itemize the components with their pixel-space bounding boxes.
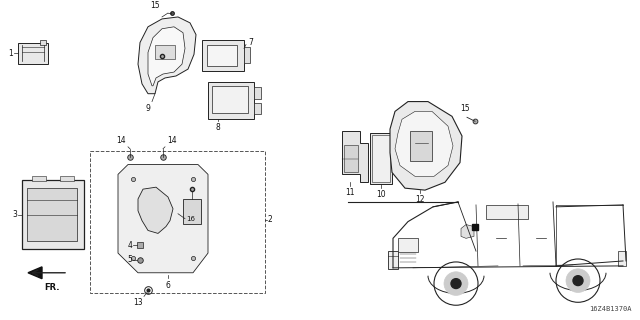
Bar: [370, 133, 392, 184]
Text: 6: 6: [166, 281, 170, 290]
Bar: [155, 44, 175, 59]
Polygon shape: [138, 187, 173, 233]
Text: 10: 10: [376, 190, 386, 199]
Circle shape: [566, 269, 590, 292]
Text: 12: 12: [415, 195, 425, 204]
Bar: [183, 199, 201, 224]
Bar: [388, 251, 398, 269]
Text: 13: 13: [133, 298, 143, 307]
Bar: [486, 205, 528, 219]
Polygon shape: [138, 17, 196, 94]
Polygon shape: [28, 267, 42, 279]
Bar: [60, 176, 74, 181]
Polygon shape: [390, 101, 462, 190]
Bar: [40, 40, 46, 45]
Bar: [207, 44, 237, 66]
Text: 7: 7: [248, 38, 253, 47]
FancyBboxPatch shape: [22, 180, 84, 249]
FancyBboxPatch shape: [202, 40, 244, 71]
FancyBboxPatch shape: [208, 82, 254, 119]
Bar: [254, 102, 261, 114]
Text: FR.: FR.: [44, 283, 60, 292]
Circle shape: [451, 279, 461, 289]
Bar: [212, 86, 248, 113]
Bar: [372, 135, 390, 182]
Bar: [90, 151, 265, 293]
FancyBboxPatch shape: [18, 43, 48, 64]
Text: 16: 16: [186, 216, 195, 222]
Bar: [254, 87, 261, 99]
Text: 5: 5: [127, 255, 132, 265]
Bar: [344, 145, 358, 172]
Text: 15: 15: [150, 1, 160, 10]
Text: 16Z4B1370A: 16Z4B1370A: [589, 306, 632, 312]
Text: 3: 3: [12, 210, 17, 219]
Bar: [398, 238, 418, 252]
Bar: [410, 131, 432, 161]
Polygon shape: [118, 164, 208, 273]
Bar: [244, 47, 250, 63]
Text: 1: 1: [8, 49, 13, 58]
Polygon shape: [342, 131, 368, 182]
Text: 8: 8: [216, 123, 220, 132]
Circle shape: [444, 272, 468, 295]
Text: 4: 4: [127, 241, 132, 250]
Text: 14: 14: [167, 136, 177, 145]
Polygon shape: [148, 27, 185, 86]
Text: 2: 2: [268, 215, 273, 224]
Text: 14: 14: [116, 136, 126, 145]
Text: 9: 9: [145, 104, 150, 113]
Bar: [27, 188, 77, 241]
Bar: [618, 251, 626, 266]
Text: 15: 15: [460, 104, 470, 113]
Bar: [32, 176, 46, 181]
Polygon shape: [461, 225, 474, 238]
Text: 11: 11: [345, 188, 355, 197]
Circle shape: [573, 276, 583, 285]
Polygon shape: [395, 111, 453, 176]
